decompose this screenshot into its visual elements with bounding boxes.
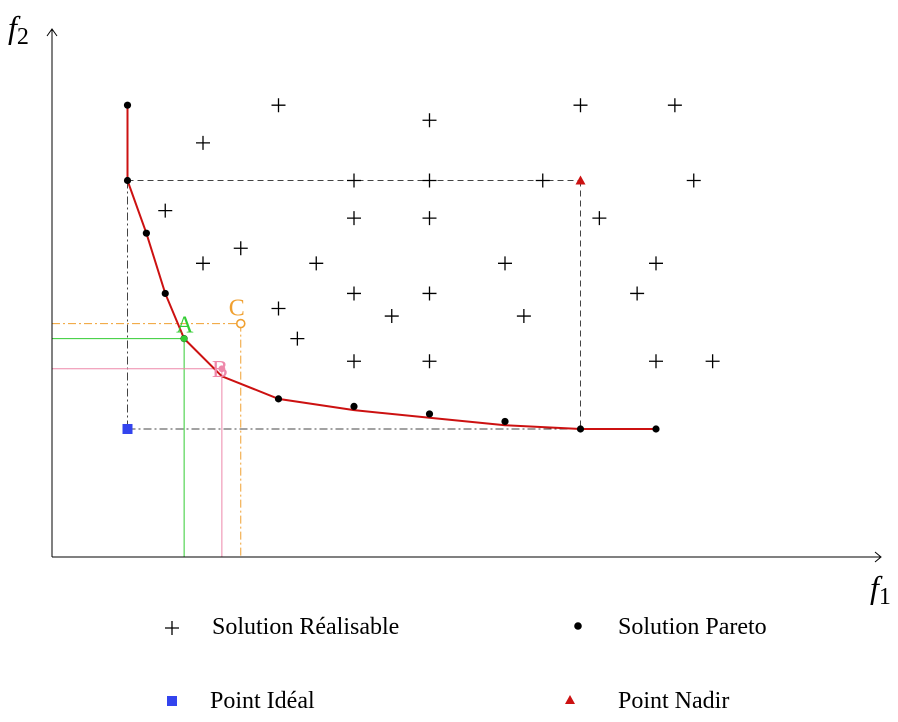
pareto-point [350, 402, 358, 410]
feasible-point [196, 256, 210, 271]
legend-nadir-symbol [565, 695, 575, 704]
point-A-label: A [176, 313, 194, 339]
pareto-point [142, 229, 150, 237]
feasible-points [158, 98, 720, 369]
axes: f1 f2 [8, 9, 891, 610]
point-A [180, 335, 188, 343]
pareto-point [123, 176, 132, 185]
feasible-point [667, 98, 682, 113]
legend-label: Solution Réalisable [212, 614, 399, 640]
feasible-point [290, 331, 305, 346]
pareto-points [123, 101, 660, 433]
feasible-point [422, 113, 437, 128]
legend-pareto-symbol [574, 622, 582, 630]
pareto-point [123, 101, 132, 109]
feasible-point [196, 135, 210, 150]
feasible-point [347, 211, 361, 226]
feasible-point [158, 203, 173, 218]
feasible-point [347, 354, 361, 369]
feasible-point [422, 354, 437, 369]
x-axis-arrow [874, 551, 882, 563]
feasible-point [649, 256, 663, 271]
feasible-point [516, 309, 531, 324]
feasible-point [498, 256, 512, 271]
pareto-point [576, 425, 585, 433]
guide-lines [52, 180, 581, 557]
feasible-point [347, 173, 361, 188]
feasible-point [573, 98, 588, 113]
feasible-point [686, 173, 701, 188]
feasible-point [309, 256, 324, 271]
legend-feasible-symbol [165, 621, 179, 635]
pareto-point [161, 289, 169, 298]
nadir-point [575, 175, 586, 185]
feasible-point [347, 286, 361, 301]
y-axis-label: f2 [8, 9, 29, 50]
legend-ideal-symbol [167, 696, 177, 706]
special-points: AB C [122, 175, 586, 434]
point-C-label: C [229, 296, 245, 322]
pareto-front [126, 105, 656, 430]
feasible-point [630, 286, 645, 301]
feasible-point [271, 98, 286, 113]
feasible-point [422, 173, 437, 188]
feasible-point [535, 173, 550, 188]
pareto-point [501, 417, 509, 426]
legend-label: Solution Pareto [618, 614, 767, 640]
y-axis-arrow [46, 28, 58, 37]
pareto-front-line [126, 105, 656, 430]
feasible-point [649, 354, 663, 369]
point-B [218, 365, 226, 373]
point-C [235, 318, 246, 329]
x-axis-label: f1 [870, 569, 891, 610]
feasible-point [422, 211, 437, 226]
ideal-point [122, 423, 133, 434]
legend: Solution Réalisable Solution Pareto Point … [165, 614, 767, 714]
feasible-point [384, 309, 399, 324]
feasible-point [271, 301, 286, 316]
feasible-point [422, 286, 437, 301]
pareto-point [274, 395, 283, 403]
feasible-point [233, 241, 248, 256]
pareto-point [652, 425, 660, 433]
pareto-point [425, 410, 434, 418]
legend-label: Point Idéal [210, 688, 315, 714]
feasible-point [592, 211, 607, 226]
feasible-point [705, 354, 720, 369]
legend-label: Point Nadir [618, 688, 729, 714]
point-B-label: B [212, 357, 228, 383]
